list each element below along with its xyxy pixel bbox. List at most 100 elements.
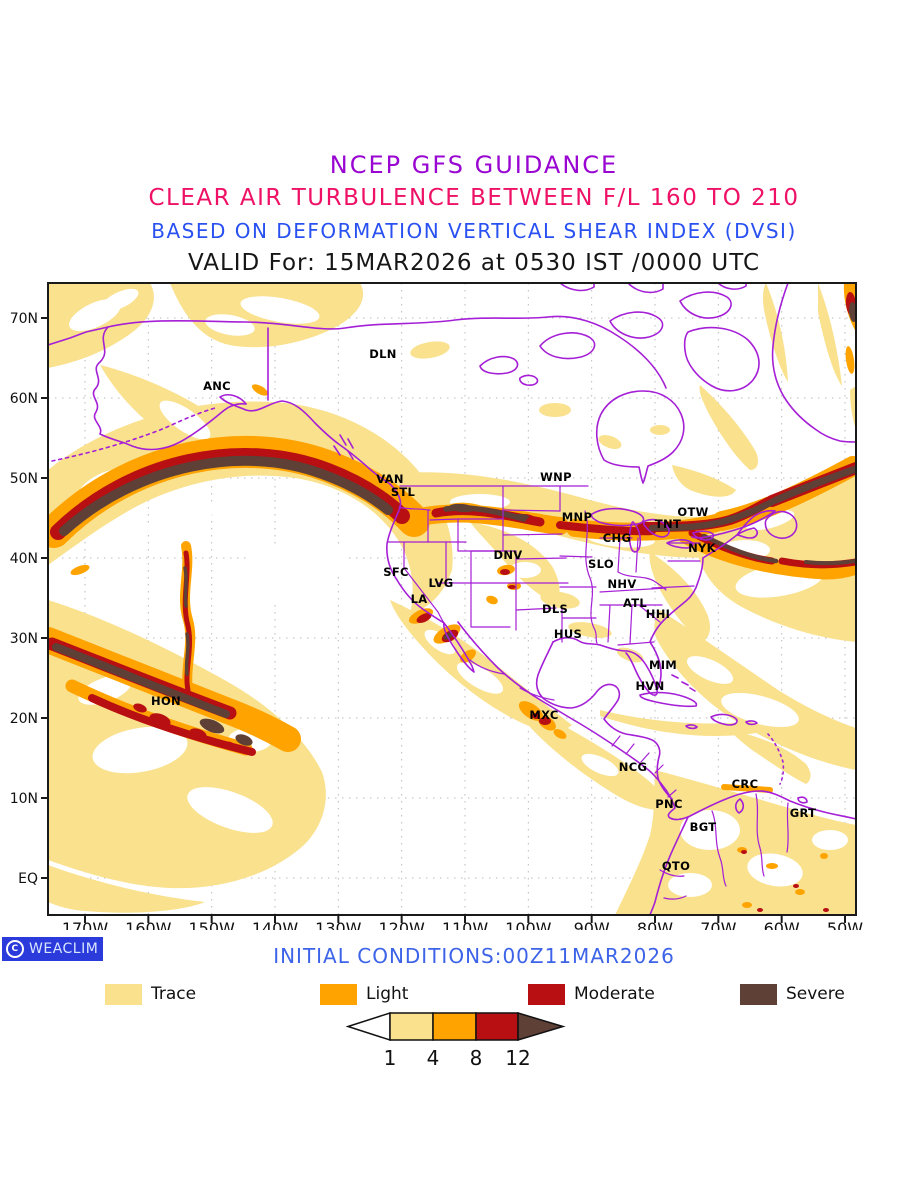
lat-label-10N: 10N [10,791,38,807]
arctic-island-1 [479,355,519,375]
city-label-NHV: NHV [607,577,636,591]
aleutian-islands [51,407,216,462]
legend-label-severe: Severe [786,984,845,1004]
lat-label-20N: 20N [10,711,38,727]
city-label-CRC: CRC [732,777,759,791]
colorbar-trace-box [389,1012,434,1041]
city-label-HVN: HVN [635,679,664,693]
lon-label-160W: 160W [125,919,172,930]
coast-florida-east [649,557,704,691]
city-label-PNC: PNC [655,797,682,811]
coast-alaska-south [219,394,391,485]
hudson-bay [595,390,685,484]
weaclim-logo: C WEACLIM [2,937,103,961]
city-label-DLN: DLN [369,347,396,361]
city-label-NYK: NYK [688,541,717,555]
lake-superior [590,507,645,527]
city-label-HHI: HHI [646,607,670,621]
severity-colorbar: 1 4 8 12 [345,1011,566,1070]
city-label-OTW: OTW [677,505,708,519]
baja-california [443,622,475,673]
lon-label-100W: 100W [505,919,552,930]
us-state-borders [387,485,701,646]
bahamas [671,674,696,692]
lake-michigan [628,521,642,553]
city-label-LVG: LVG [429,576,454,590]
city-label-QTO: QTO [662,859,690,873]
legend-item-moderate: Moderate [528,983,655,1005]
lon-label-60W: 60W [764,919,800,930]
lake-maracaibo [734,798,745,814]
lat-label-30N: 30N [10,631,38,647]
city-label-SLO: SLO [588,557,614,571]
panhandle-islands [333,434,354,460]
lon-label-50W: 50W [827,919,863,930]
lon-label-70W: 70W [700,919,736,930]
coast-alaska-west [92,326,247,451]
legend-item-light: Light [320,983,408,1005]
colorbar-light-box [432,1012,477,1041]
city-label-STL: STL [391,485,416,499]
city-label-TNT: TNT [655,517,681,531]
colorbar-moderate-box [475,1012,519,1041]
lat-label-40N: 40N [10,551,38,567]
coast-us-gulf [552,636,658,696]
city-label-MXC: MXC [529,708,558,722]
severity-legend: Trace Light Moderate Severe [0,983,900,1005]
coast-alaska-north [48,316,549,346]
city-label-ANC: ANC [203,379,231,393]
title-model: NCEP GFS GUIDANCE [329,151,619,179]
severe-turbulence-layer [52,302,856,746]
axis-ticks [41,317,846,923]
lon-label-170W: 170W [62,919,109,930]
lake-erie [666,539,694,549]
coast-west-us [386,483,445,624]
hispaniola [710,713,738,726]
arctic-island-5 [559,283,595,292]
legend-label-trace: Trace [151,984,197,1004]
legend-swatch-light [320,983,357,1005]
arctic-island-7 [717,283,747,290]
legend-label-moderate: Moderate [574,984,655,1004]
colorbar-severe-arrow [517,1011,566,1042]
jamaica [685,724,698,730]
lake-huron [643,518,670,538]
legend-label-light: Light [366,984,409,1004]
colorbar-tick-labels: 1 4 8 12 [384,1046,531,1070]
colorbar-left-arrow [345,1011,391,1042]
lat-label-70N: 70N [10,311,38,327]
colorbar-tick-1: 1 [384,1046,397,1070]
arctic-island-4 [679,291,732,319]
lon-label-80W: 80W [637,919,673,930]
city-label-HON: HON [151,694,181,708]
colorbar-tick-12: 12 [505,1046,530,1070]
city-label-VAN: VAN [376,472,404,486]
lat-label-50N: 50N [10,471,38,487]
city-label-ATL: ATL [623,596,647,610]
axis-labels: 170W 160W 150W 140W 130W 120W 110W 100W 90W 80W 70… [10,311,864,930]
greenland-coast [771,283,856,443]
city-label-LA: LA [411,592,428,606]
city-label-CHG: CHG [603,531,631,545]
legend-swatch-severe [740,983,777,1005]
title-method: BASED ON DEFORMATION VERTICAL SHEAR INDE… [151,219,797,243]
city-label-HUS: HUS [554,627,582,641]
coast-mainland-north [547,315,667,389]
initial-conditions-text: INITIAL CONDITIONS:00Z11MAR2026 [273,944,675,968]
legend-item-trace: Trace [105,983,196,1005]
city-label-GRT: GRT [790,806,817,820]
legend-swatch-moderate [528,983,565,1005]
puerto-rico [745,720,758,726]
colorbar-tick-8: 8 [470,1046,483,1070]
city-label-DLS: DLS [542,602,568,616]
city-label-NCG: NCG [619,760,647,774]
city-label-MIM: MIM [649,658,677,672]
title-product: CLEAR AIR TURBULENCE BETWEEN F/L 160 TO … [148,185,800,211]
weaclim-logo-text: WEACLIM [29,941,99,957]
copyright-circle-icon: C [6,940,24,958]
colorbar-tick-4: 4 [427,1046,440,1070]
legend-item-severe: Severe [740,983,845,1005]
baffin-island [683,326,760,392]
coast-mexico-west [457,621,689,821]
